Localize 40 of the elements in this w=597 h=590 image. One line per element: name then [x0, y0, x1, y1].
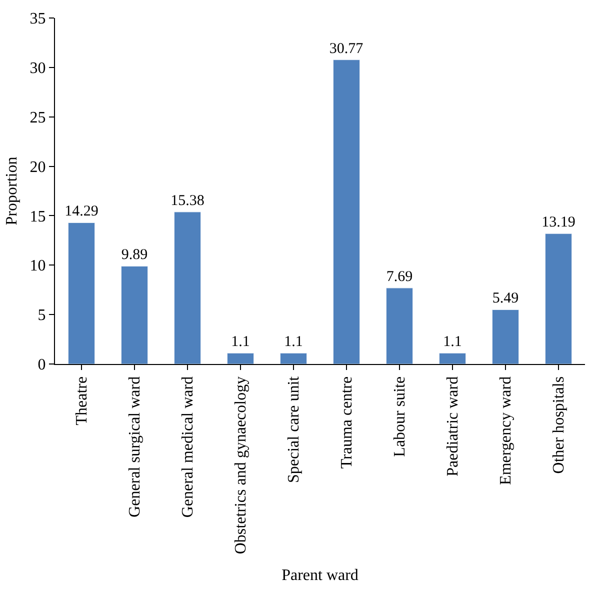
y-tick-label: 30 [30, 60, 46, 78]
x-tick-label: Theatre [74, 376, 91, 426]
y-tick-label: 0 [38, 356, 46, 374]
y-tick-label: 5 [38, 307, 46, 324]
x-tick-label: Emergency ward [498, 376, 515, 485]
x-tick-label: General medical ward [180, 376, 197, 518]
x-tick-label: Paediatric ward [444, 376, 462, 476]
x-tick-label: General surgical ward [126, 376, 144, 518]
y-axis-title: Proportion [4, 156, 21, 226]
y-tick-label: 35 [30, 10, 46, 28]
x-tick-label: Trauma centre [338, 376, 356, 469]
bar [545, 233, 572, 364]
y-tick-label: 25 [30, 109, 46, 126]
bar [174, 212, 201, 364]
bar [68, 222, 95, 364]
x-tick-label: Special care unit [286, 376, 303, 484]
x-tick-label: Labour suite [392, 376, 409, 457]
data-label: 15.38 [170, 192, 204, 209]
bar [227, 352, 254, 364]
data-label: 5.49 [492, 290, 519, 307]
y-tick-label: 15 [30, 208, 46, 226]
bar [333, 60, 360, 364]
y-tick-label: 20 [30, 158, 46, 176]
data-label: 1.1 [231, 334, 250, 350]
data-label: 9.89 [121, 247, 148, 264]
bar [121, 266, 148, 364]
data-label: 1.1 [284, 334, 303, 350]
data-label: 1.1 [443, 334, 462, 350]
data-label: 30.77 [329, 40, 364, 57]
bar [492, 309, 519, 364]
x-tick-label: Other hospitals [550, 376, 568, 474]
bar [439, 352, 466, 364]
y-tick-label: 10 [30, 258, 46, 275]
x-axis-title: Parent ward [282, 566, 358, 584]
data-label: 14.29 [64, 204, 98, 220]
x-tick-label: Obstetrics and gynaecology [232, 376, 250, 554]
bar [386, 288, 413, 364]
data-label: 7.69 [386, 268, 413, 285]
data-label: 13.19 [542, 214, 576, 231]
bar [280, 352, 307, 364]
